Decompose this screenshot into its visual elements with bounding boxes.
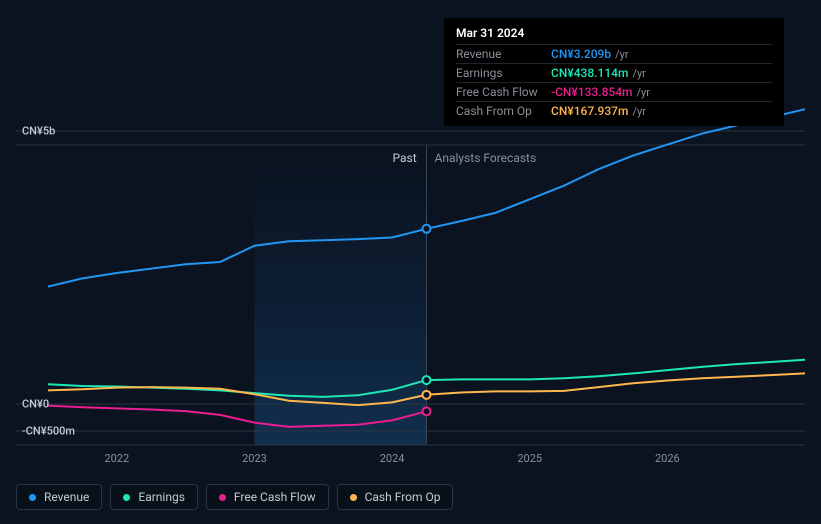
tooltip-title: Mar 31 2024 xyxy=(456,26,772,44)
y-axis-label: CN¥0 xyxy=(22,398,49,411)
legend: Revenue Earnings Free Cash Flow Cash From O… xyxy=(16,484,453,510)
legend-label: Cash From Op xyxy=(365,490,441,504)
x-axis-label: 2022 xyxy=(104,452,129,465)
legend-dot-icon xyxy=(350,494,357,501)
marker-fcf xyxy=(423,407,431,415)
marker-revenue xyxy=(423,225,431,233)
tooltip-key: Revenue xyxy=(456,47,551,61)
tooltip-value: CN¥438.114m xyxy=(551,66,628,80)
legend-item-cash-from-op[interactable]: Cash From Op xyxy=(337,484,454,510)
x-axis-label: 2026 xyxy=(655,452,680,465)
x-axis-label: 2024 xyxy=(380,452,405,465)
tooltip-value: CN¥3.209b xyxy=(551,47,611,61)
forecast-label: Analysts Forecasts xyxy=(435,151,537,165)
tooltip-unit: /yr xyxy=(632,105,645,118)
legend-item-revenue[interactable]: Revenue xyxy=(16,484,102,510)
legend-item-free-cash-flow[interactable]: Free Cash Flow xyxy=(206,484,329,510)
legend-label: Earnings xyxy=(138,490,185,504)
tooltip-unit: /yr xyxy=(615,48,628,61)
tooltip-row: Cash From OpCN¥167.937m/yr xyxy=(456,101,772,120)
tooltip-key: Cash From Op xyxy=(456,104,551,118)
tooltip-key: Earnings xyxy=(456,66,551,80)
x-axis-label: 2023 xyxy=(242,452,267,465)
tooltip: Mar 31 2024 RevenueCN¥3.209b/yrEarningsC… xyxy=(444,18,784,126)
tooltip-row: RevenueCN¥3.209b/yr xyxy=(456,44,772,63)
legend-dot-icon xyxy=(123,494,130,501)
legend-dot-icon xyxy=(219,494,226,501)
legend-label: Revenue xyxy=(44,490,89,504)
past-label: Past xyxy=(393,151,417,165)
y-axis-label: -CN¥500m xyxy=(22,425,75,438)
marker-earnings xyxy=(423,376,431,384)
tooltip-unit: /yr xyxy=(637,86,650,99)
legend-dot-icon xyxy=(29,494,36,501)
tooltip-row: Free Cash Flow-CN¥133.854m/yr xyxy=(456,82,772,101)
legend-item-earnings[interactable]: Earnings xyxy=(110,484,198,510)
tooltip-value: CN¥167.937m xyxy=(551,104,628,118)
tooltip-value: -CN¥133.854m xyxy=(551,85,633,99)
tooltip-row: EarningsCN¥438.114m/yr xyxy=(456,63,772,82)
marker-cfo xyxy=(423,391,431,399)
x-axis-label: 2025 xyxy=(517,452,542,465)
tooltip-key: Free Cash Flow xyxy=(456,85,551,99)
y-axis-label: CN¥5b xyxy=(22,125,55,138)
legend-label: Free Cash Flow xyxy=(234,490,316,504)
tooltip-unit: /yr xyxy=(632,67,645,80)
